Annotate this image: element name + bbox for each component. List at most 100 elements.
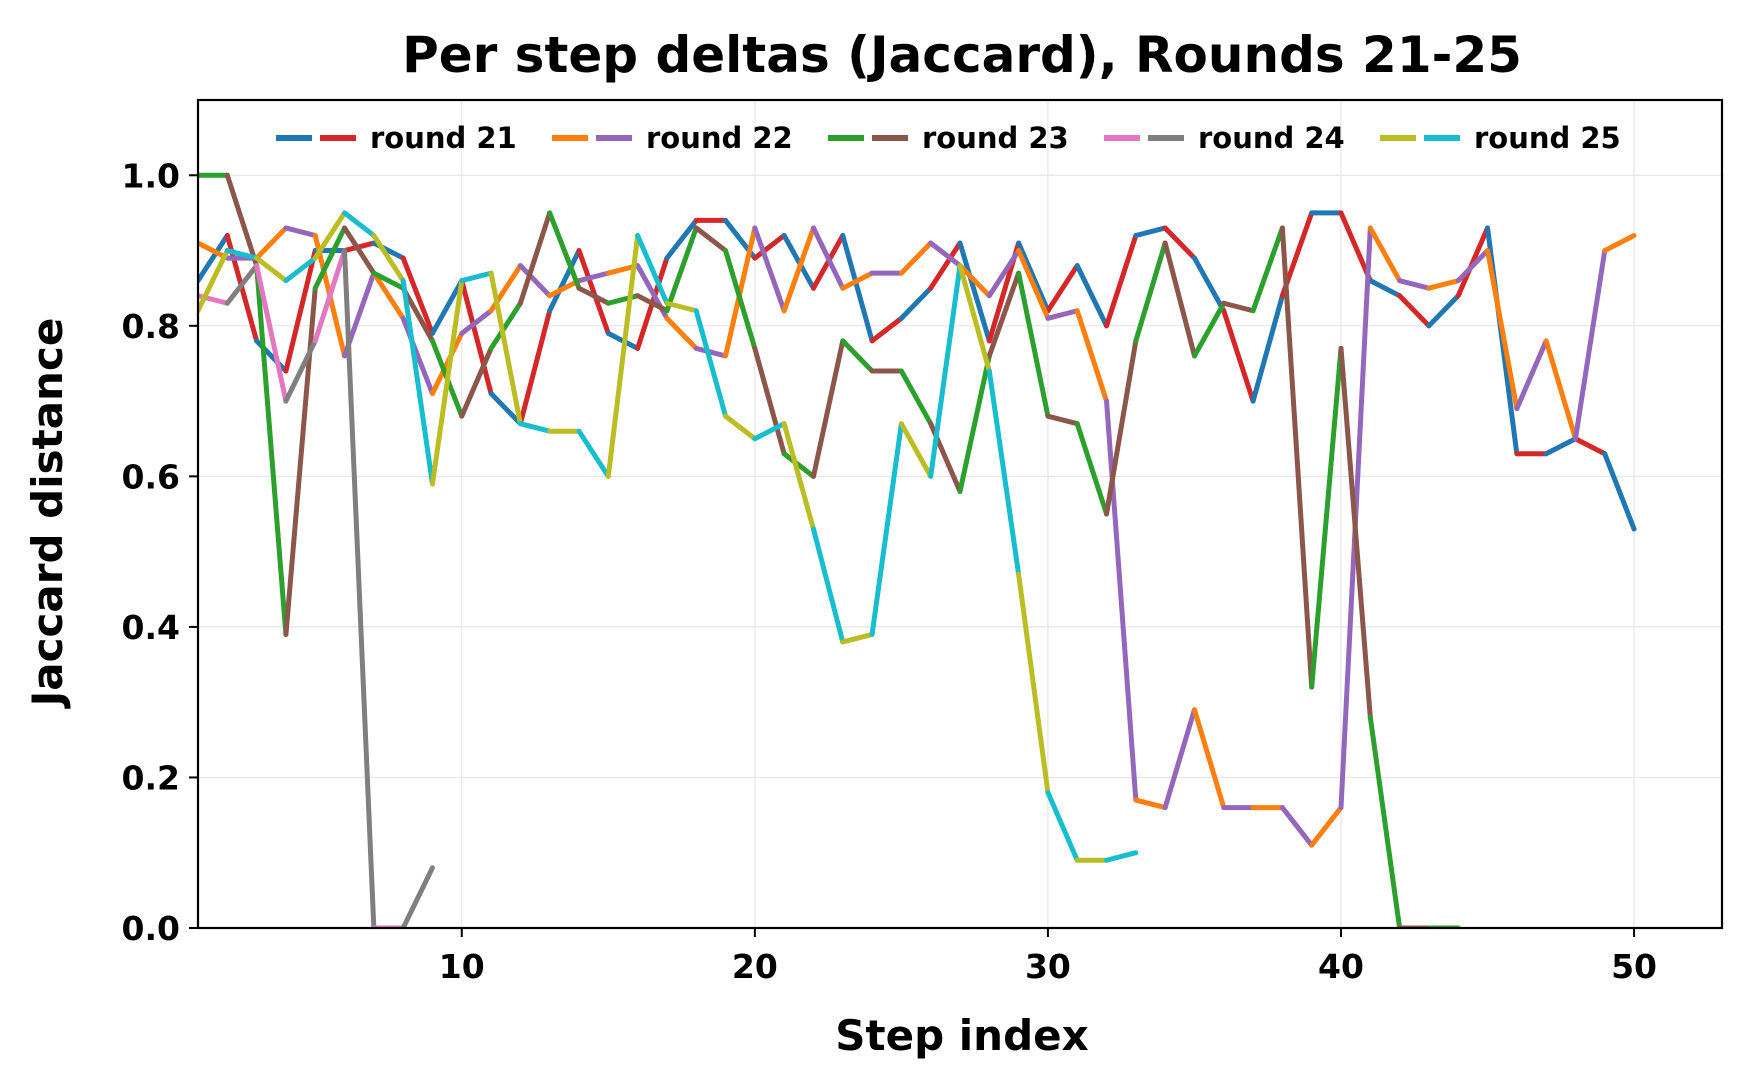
y-tick-label: 1.0 bbox=[122, 156, 180, 195]
series-segment bbox=[1309, 345, 1344, 690]
series-segment bbox=[312, 248, 348, 344]
series-segment bbox=[693, 308, 729, 419]
series-segment bbox=[342, 248, 377, 928]
legend-label: round 21 bbox=[370, 121, 517, 155]
series-segment bbox=[283, 285, 318, 637]
series-segment bbox=[400, 255, 435, 336]
series-segment bbox=[283, 248, 318, 374]
series-segment bbox=[198, 232, 230, 284]
plot-frame bbox=[196, 98, 1724, 930]
series-segment bbox=[810, 526, 846, 645]
series-segment bbox=[781, 232, 816, 291]
series-segment bbox=[224, 172, 260, 269]
series-segment bbox=[1572, 248, 1608, 442]
y-tick-label: 0.2 bbox=[122, 758, 180, 797]
chart-title: Per step deltas (Jaccard), Rounds 21-25 bbox=[402, 26, 1522, 84]
series-segment bbox=[840, 232, 875, 344]
series-segment bbox=[1162, 225, 1197, 261]
x-tick-label: 50 bbox=[1611, 947, 1657, 986]
series-segment bbox=[957, 263, 992, 299]
series-segment bbox=[898, 285, 934, 321]
x-tick-label: 10 bbox=[439, 947, 485, 986]
series-segment bbox=[898, 368, 934, 427]
series-segment bbox=[840, 338, 875, 374]
series-segment bbox=[810, 225, 846, 291]
series-segment bbox=[664, 225, 699, 314]
series-segment bbox=[957, 263, 992, 374]
series-segment bbox=[1279, 805, 1315, 848]
series-segment bbox=[1191, 300, 1227, 359]
series-segment bbox=[342, 210, 377, 238]
series-segment bbox=[898, 421, 934, 479]
series-segment bbox=[254, 255, 289, 284]
series-segment bbox=[1074, 263, 1110, 329]
series-segment bbox=[576, 270, 611, 284]
series-segment bbox=[1045, 308, 1080, 321]
series-segment bbox=[928, 240, 963, 269]
series-segment bbox=[664, 315, 699, 351]
legend-label: round 23 bbox=[922, 121, 1069, 155]
series-segment bbox=[723, 413, 758, 442]
series-segment bbox=[840, 631, 875, 645]
series-lines bbox=[198, 172, 1637, 928]
series-segment bbox=[1250, 225, 1285, 314]
series-segment bbox=[840, 270, 875, 291]
series-segment bbox=[1191, 707, 1227, 811]
series-segment bbox=[1221, 308, 1256, 404]
series-segment bbox=[342, 225, 377, 276]
series-segment bbox=[1602, 232, 1637, 254]
series-segment bbox=[605, 293, 641, 306]
series-segment bbox=[781, 225, 816, 314]
y-tick-label: 0.6 bbox=[122, 457, 180, 496]
series-segment bbox=[986, 368, 1022, 577]
x-axis-label: Step index bbox=[835, 1011, 1088, 1060]
series-segment bbox=[1367, 278, 1403, 299]
series-segment bbox=[254, 225, 289, 261]
series-segment bbox=[928, 240, 963, 291]
series-segment bbox=[1514, 338, 1549, 412]
series-segment bbox=[1279, 225, 1315, 690]
series-segment bbox=[576, 285, 611, 306]
legend-entry: round 22 bbox=[552, 121, 793, 155]
series-segment bbox=[459, 345, 494, 419]
series-segment bbox=[1338, 210, 1373, 284]
series-segment bbox=[254, 263, 289, 637]
series-segment bbox=[635, 293, 670, 314]
series-segment bbox=[1162, 707, 1197, 811]
series-segment bbox=[693, 345, 729, 359]
series-segment bbox=[1045, 413, 1080, 427]
series-segment bbox=[781, 451, 816, 479]
series-segment bbox=[312, 225, 348, 291]
series-segment bbox=[459, 270, 494, 284]
series-segment bbox=[1016, 571, 1051, 796]
series-segment bbox=[1397, 293, 1432, 329]
series-segment bbox=[1016, 240, 1051, 314]
series-segment bbox=[488, 391, 523, 427]
legend-entry: round 23 bbox=[828, 121, 1069, 155]
series-segment bbox=[400, 278, 435, 487]
series-segment bbox=[1074, 308, 1110, 404]
series-segment bbox=[1221, 300, 1256, 314]
y-tick-label: 0.0 bbox=[122, 909, 180, 948]
series-segment bbox=[198, 248, 230, 314]
series-segment bbox=[1104, 232, 1139, 329]
series-line-5 bbox=[198, 210, 1139, 863]
series-segment bbox=[1309, 805, 1344, 848]
series-segment bbox=[224, 248, 260, 261]
series-segment bbox=[1250, 293, 1285, 404]
grid bbox=[198, 100, 1722, 929]
axis-ticks: 10 20 30 40 50 0.0 0.2 0.4 0.6 0.8 1.0 bbox=[122, 156, 1658, 986]
series-segment bbox=[1045, 263, 1080, 314]
series-segment bbox=[723, 248, 758, 351]
series-segment bbox=[1016, 270, 1051, 419]
series-line-2 bbox=[198, 225, 1637, 848]
series-segment bbox=[371, 232, 406, 284]
series-segment bbox=[1485, 248, 1520, 412]
series-segment bbox=[1455, 248, 1491, 284]
series-segment bbox=[1367, 714, 1403, 928]
series-segment bbox=[986, 270, 1022, 359]
legend: round 21 round 22 round 23 round 24 round 25 bbox=[276, 121, 1621, 155]
series-segment bbox=[547, 210, 582, 291]
series-segment bbox=[576, 428, 611, 479]
series-segment bbox=[1162, 240, 1197, 359]
